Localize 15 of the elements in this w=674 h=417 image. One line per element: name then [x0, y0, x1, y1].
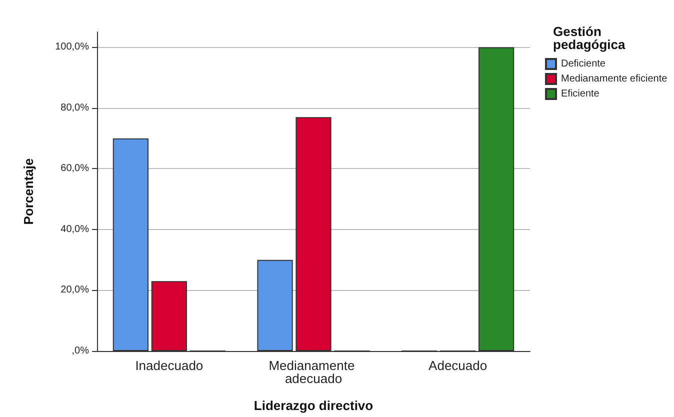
legend-title: Gestión pedagógica — [553, 24, 626, 52]
legend-label: Medianamente eficiente — [561, 74, 668, 84]
x-tick-label: Adecuado — [428, 358, 488, 373]
x-tick-label: Inadecuado — [135, 358, 204, 373]
x-axis-title: Liderazgo directivo — [254, 398, 374, 413]
legend-label: Deficiente — [561, 58, 606, 70]
y-tick-label: 60,0% — [60, 163, 90, 174]
y-tick-label: 20,0% — [60, 284, 90, 296]
y-tick-label: 100,0% — [55, 42, 90, 53]
legend-label: Eficiente — [561, 88, 600, 100]
y-tick-label: 40,0% — [60, 224, 90, 235]
y-tick-label: ,0% — [72, 346, 90, 356]
y-axis-title: Porcentaje — [21, 158, 36, 225]
x-tick-label: Medianamente adecuado — [268, 358, 358, 386]
y-tick-label: 80,0% — [60, 102, 90, 114]
